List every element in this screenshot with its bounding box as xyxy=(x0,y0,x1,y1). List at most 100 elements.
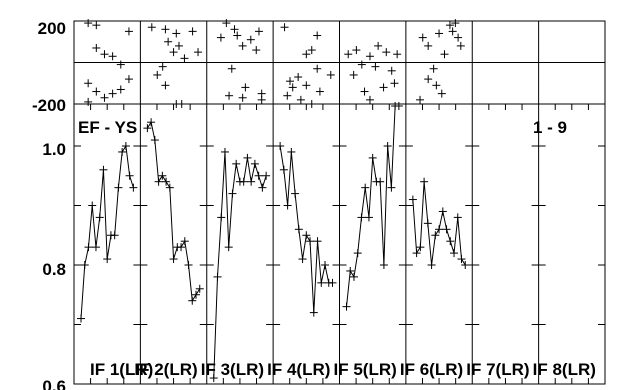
data-point xyxy=(220,147,229,156)
phase-point xyxy=(92,87,101,96)
phase-point xyxy=(153,70,162,79)
data-point xyxy=(213,272,222,281)
data-point xyxy=(192,290,201,299)
amp-y-tick-0.6: 0.6 xyxy=(42,377,66,390)
phase-point xyxy=(382,48,391,57)
series-label: IF 1(LR) xyxy=(90,360,153,379)
phase-point xyxy=(84,19,93,28)
data-point xyxy=(243,153,252,162)
data-point xyxy=(125,171,134,180)
series-label: IF 8(LR) xyxy=(533,360,596,379)
phase-point xyxy=(225,91,234,100)
phase-point xyxy=(180,54,189,63)
phase-point xyxy=(100,50,109,59)
data-point xyxy=(283,201,292,210)
data-point xyxy=(110,231,119,240)
phase-point xyxy=(252,46,261,55)
data-point xyxy=(91,243,100,252)
data-point xyxy=(353,249,362,258)
data-point xyxy=(88,201,97,210)
data-point xyxy=(453,213,462,222)
data-point xyxy=(446,237,455,246)
phase-point xyxy=(456,41,465,50)
phase-point xyxy=(349,70,358,79)
phase-y-tick-top: 200 xyxy=(38,19,66,38)
phase-point xyxy=(448,27,457,36)
data-point xyxy=(328,278,337,287)
phase-point xyxy=(108,52,117,61)
phase-point xyxy=(451,19,460,28)
phase-point xyxy=(344,50,353,59)
phase-point xyxy=(116,60,125,69)
phase-point xyxy=(175,41,183,50)
data-point xyxy=(346,266,355,275)
data-point xyxy=(427,261,436,269)
phase-point xyxy=(241,83,250,92)
data-point xyxy=(77,314,85,323)
data-point xyxy=(298,255,307,264)
phase-point xyxy=(424,41,433,50)
phase-point xyxy=(84,97,93,106)
data-point xyxy=(379,261,388,269)
phase-point xyxy=(454,33,463,42)
data-point xyxy=(457,255,466,264)
data-point xyxy=(450,249,459,258)
data-point xyxy=(250,159,259,168)
phase-point xyxy=(238,93,247,102)
data-point xyxy=(121,142,130,150)
phase-point xyxy=(374,41,383,50)
data-point xyxy=(209,374,218,383)
phase-point xyxy=(116,85,125,94)
data-point xyxy=(154,177,163,186)
data-point xyxy=(114,183,123,192)
phase-point xyxy=(92,21,101,30)
data-point xyxy=(279,165,288,174)
phase-point xyxy=(294,73,303,82)
phase-point xyxy=(352,46,361,55)
phase-point xyxy=(418,33,427,42)
data-point xyxy=(99,165,108,174)
data-point xyxy=(80,261,89,269)
phase-point xyxy=(124,75,133,84)
phase-point xyxy=(216,33,225,42)
phase-point xyxy=(257,95,266,104)
data-point xyxy=(361,183,370,192)
data-point xyxy=(129,183,138,192)
data-point xyxy=(177,243,186,252)
data-point xyxy=(95,213,104,222)
phase-point xyxy=(172,29,181,38)
phase-point xyxy=(416,95,425,104)
phase-point xyxy=(357,60,366,69)
data-point xyxy=(184,261,193,269)
data-point xyxy=(188,296,197,305)
data-point xyxy=(147,118,156,127)
series-line xyxy=(213,151,267,379)
phase-point xyxy=(302,50,311,59)
amplitude-panel: IF 1(LR)IF 2(LR) IF 3(LR) IF 4(LR) IF 5(LR)… xyxy=(73,102,606,385)
amp-y-tick-0.8: 0.8 xyxy=(42,260,66,279)
phase-point xyxy=(424,75,433,84)
phase-point xyxy=(429,64,438,73)
data-point xyxy=(103,255,112,264)
data-point xyxy=(431,231,440,240)
phase-point xyxy=(432,81,441,90)
phase-point xyxy=(360,87,369,96)
series-label: IF 4(LR) xyxy=(267,360,330,379)
data-point xyxy=(228,189,237,198)
data-point xyxy=(383,142,392,150)
data-point xyxy=(412,249,421,258)
data-point xyxy=(294,225,303,234)
data-point xyxy=(442,225,451,234)
data-point xyxy=(309,308,318,317)
data-point xyxy=(394,102,403,110)
data-point xyxy=(357,213,366,222)
data-point xyxy=(313,237,322,246)
data-point xyxy=(254,171,263,180)
phase-point xyxy=(390,79,399,88)
phase-point xyxy=(445,21,454,30)
data-point xyxy=(150,136,159,145)
data-point xyxy=(162,177,171,186)
phase-point xyxy=(296,95,305,104)
data-point xyxy=(143,124,152,133)
phase-y-tick-bottom: -200 xyxy=(32,96,66,115)
